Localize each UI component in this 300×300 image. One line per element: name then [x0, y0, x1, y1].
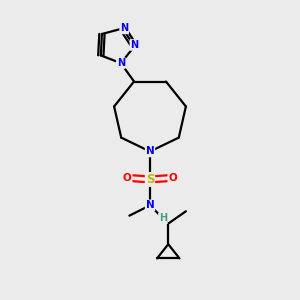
Text: N: N — [117, 58, 125, 68]
Text: N: N — [120, 23, 128, 33]
Text: N: N — [146, 200, 154, 210]
Text: N: N — [146, 146, 154, 157]
Text: O: O — [168, 173, 177, 183]
Text: O: O — [123, 173, 132, 183]
Text: H: H — [159, 213, 167, 223]
Text: N: N — [130, 40, 138, 50]
Text: S: S — [146, 173, 154, 186]
